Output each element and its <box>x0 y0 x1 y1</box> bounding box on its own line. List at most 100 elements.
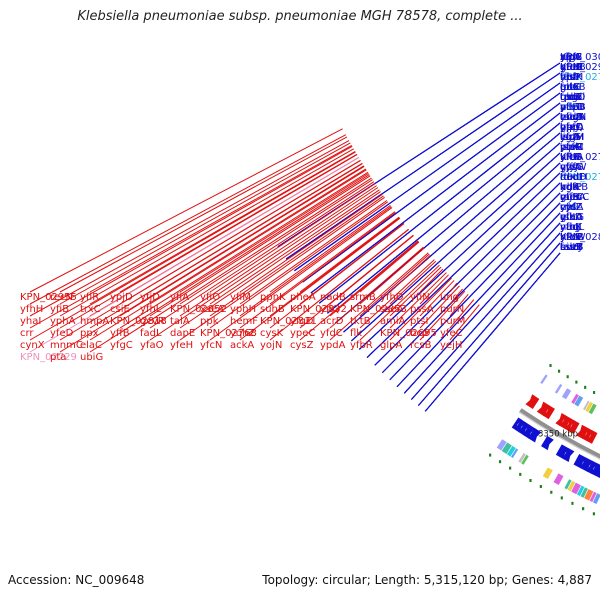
forward-gene-label: accD <box>560 102 585 113</box>
reverse-label-leader <box>359 259 435 329</box>
forward-gene-label: mntH <box>560 172 588 183</box>
reverse-gene-label: fadL <box>140 328 162 339</box>
reverse-gene-arrow <box>559 415 572 429</box>
reverse-gene-label: yfeC <box>440 328 463 339</box>
label-leader-layer <box>29 62 561 412</box>
reverse-gene-label: acrD <box>320 316 344 327</box>
reverse-gene-label: KPN_02729 <box>20 352 77 363</box>
forward-gene-arrow <box>522 424 536 439</box>
accession-line: Accession: NC_009648 <box>8 573 144 587</box>
forward-label-leader <box>366 172 561 358</box>
reverse-label-leader <box>89 174 370 353</box>
forward-gene-label: glk <box>560 212 575 223</box>
forward-gene-label: hscB <box>560 232 584 243</box>
reverse-gene-label: KPN_02831 <box>260 316 317 327</box>
length-value: 5,315,120 bp <box>423 573 504 587</box>
forward-cog-block <box>584 489 594 501</box>
reverse-label-leader <box>149 181 375 329</box>
forward-gene-label: yffI <box>560 162 576 173</box>
forward-gene-label: hda <box>560 182 579 193</box>
reverse-gene-label: pheA <box>290 292 316 303</box>
forward-gene-label: nuoF <box>560 172 585 183</box>
forward-cog-block <box>589 491 597 503</box>
forward-gene-label: ndk <box>560 182 579 193</box>
outer-tick-dot <box>592 512 596 516</box>
forward-gene-label: uraA <box>560 152 584 163</box>
reverse-label-leader <box>59 148 354 317</box>
forward-gene-label: cysW <box>560 162 587 173</box>
reverse-label-leader <box>269 217 400 317</box>
reverse-label-leader <box>269 205 391 293</box>
reverse-gene-label: ypjD <box>110 292 133 303</box>
forward-cog-block <box>580 487 588 498</box>
forward-gene-arrow <box>514 419 526 433</box>
reverse-gene-label: purM <box>440 316 465 327</box>
forward-gene-label: glpQ <box>560 122 583 133</box>
map-title: Klebsiella pneumoniae subsp. pneumoniae … <box>77 9 523 24</box>
forward-gene-label: eutG <box>560 212 584 223</box>
reverse-label-leader <box>29 128 343 293</box>
reverse-label-leader <box>329 252 429 341</box>
reverse-gene-label: yfcN <box>200 340 222 351</box>
forward-gene-arrow <box>511 417 523 431</box>
reverse-label-leader <box>59 142 351 305</box>
forward-gene-label: yfdZ <box>560 202 583 213</box>
inner-tick-dot <box>549 364 552 368</box>
reverse-gene-label: sseA <box>380 304 404 315</box>
reverse-gene-label: flk <box>350 328 362 339</box>
reverse-label-leader <box>209 201 389 329</box>
forward-gene-label: yfbU <box>560 102 583 113</box>
scale-label: 3350 kbp <box>538 430 578 440</box>
reverse-gene-label: yfdC <box>320 328 343 339</box>
reverse-gene-label: gcvR <box>140 316 165 327</box>
reverse-gene-label: cysZ <box>290 340 314 351</box>
reverse-gene-label: yqhZ <box>230 328 256 339</box>
reverse-gene-label: yfiB <box>50 304 69 315</box>
reverse-gene-label: KPN_02832 <box>290 304 347 315</box>
forward-gene-label: truA <box>560 92 581 103</box>
reverse-gene-label: bcp <box>410 328 428 339</box>
forward-label-leader <box>417 242 561 406</box>
outer-tick-dot <box>550 490 553 494</box>
feature-track-layer <box>496 374 600 505</box>
reverse-label-leader <box>179 196 385 341</box>
forward-gene-label: faddl <box>560 92 585 103</box>
reverse-gene-arrow <box>586 430 598 444</box>
forward-gene-label: nuoI <box>560 82 582 93</box>
forward-gene-label: pepB <box>560 102 586 113</box>
reverse-gene-label: KPN_02818 <box>110 316 167 327</box>
reverse-label-leader <box>359 241 420 293</box>
genes-value: 4,887 <box>557 573 592 587</box>
forward-cog-block <box>564 479 572 490</box>
forward-gene-label: KPN_02746 <box>560 72 600 83</box>
forward-gene-label: gltX <box>560 82 580 93</box>
reverse-gene-label: pssA <box>410 304 434 315</box>
reverse-label-leader <box>59 154 358 329</box>
forward-cog-block <box>553 473 564 485</box>
reverse-gene-label: cynX <box>20 340 45 351</box>
reverse-label-leader <box>239 206 392 317</box>
reverse-label-leader <box>179 179 373 305</box>
forward-gene-label: ypfJ <box>560 122 579 133</box>
reverse-label-leader <box>89 168 367 341</box>
reverse-gene-label: yfeD <box>50 328 74 339</box>
forward-gene-label: pdxB <box>560 82 586 93</box>
reverse-cog-block <box>588 403 597 415</box>
reverse-label-leader <box>239 217 401 341</box>
reverse-label-leader <box>269 228 409 341</box>
forward-gene-label: fadI <box>560 72 579 83</box>
forward-gene-label: guaB <box>560 62 586 73</box>
forward-gene-label: dedD <box>560 172 587 183</box>
forward-gene-label: yfcJ <box>560 162 578 173</box>
scale-tick-layer: 3350 kbp3300 kbp3250 kbp3200 kbp3150 kbp… <box>489 364 596 516</box>
forward-gene-label: yfcS <box>560 132 581 143</box>
inner-tick-dot <box>584 385 587 389</box>
outer-tick-dot <box>539 484 542 488</box>
reverse-label-leader <box>299 216 400 293</box>
forward-gene-label: ydfcB <box>560 182 588 193</box>
forward-gene-label: ptsl <box>560 142 578 153</box>
topology-label: Topology: <box>262 573 319 587</box>
reverse-gene-label: trxC <box>80 304 101 315</box>
forward-gene-label: ffh <box>560 72 573 83</box>
forward-label-leader <box>359 162 561 350</box>
